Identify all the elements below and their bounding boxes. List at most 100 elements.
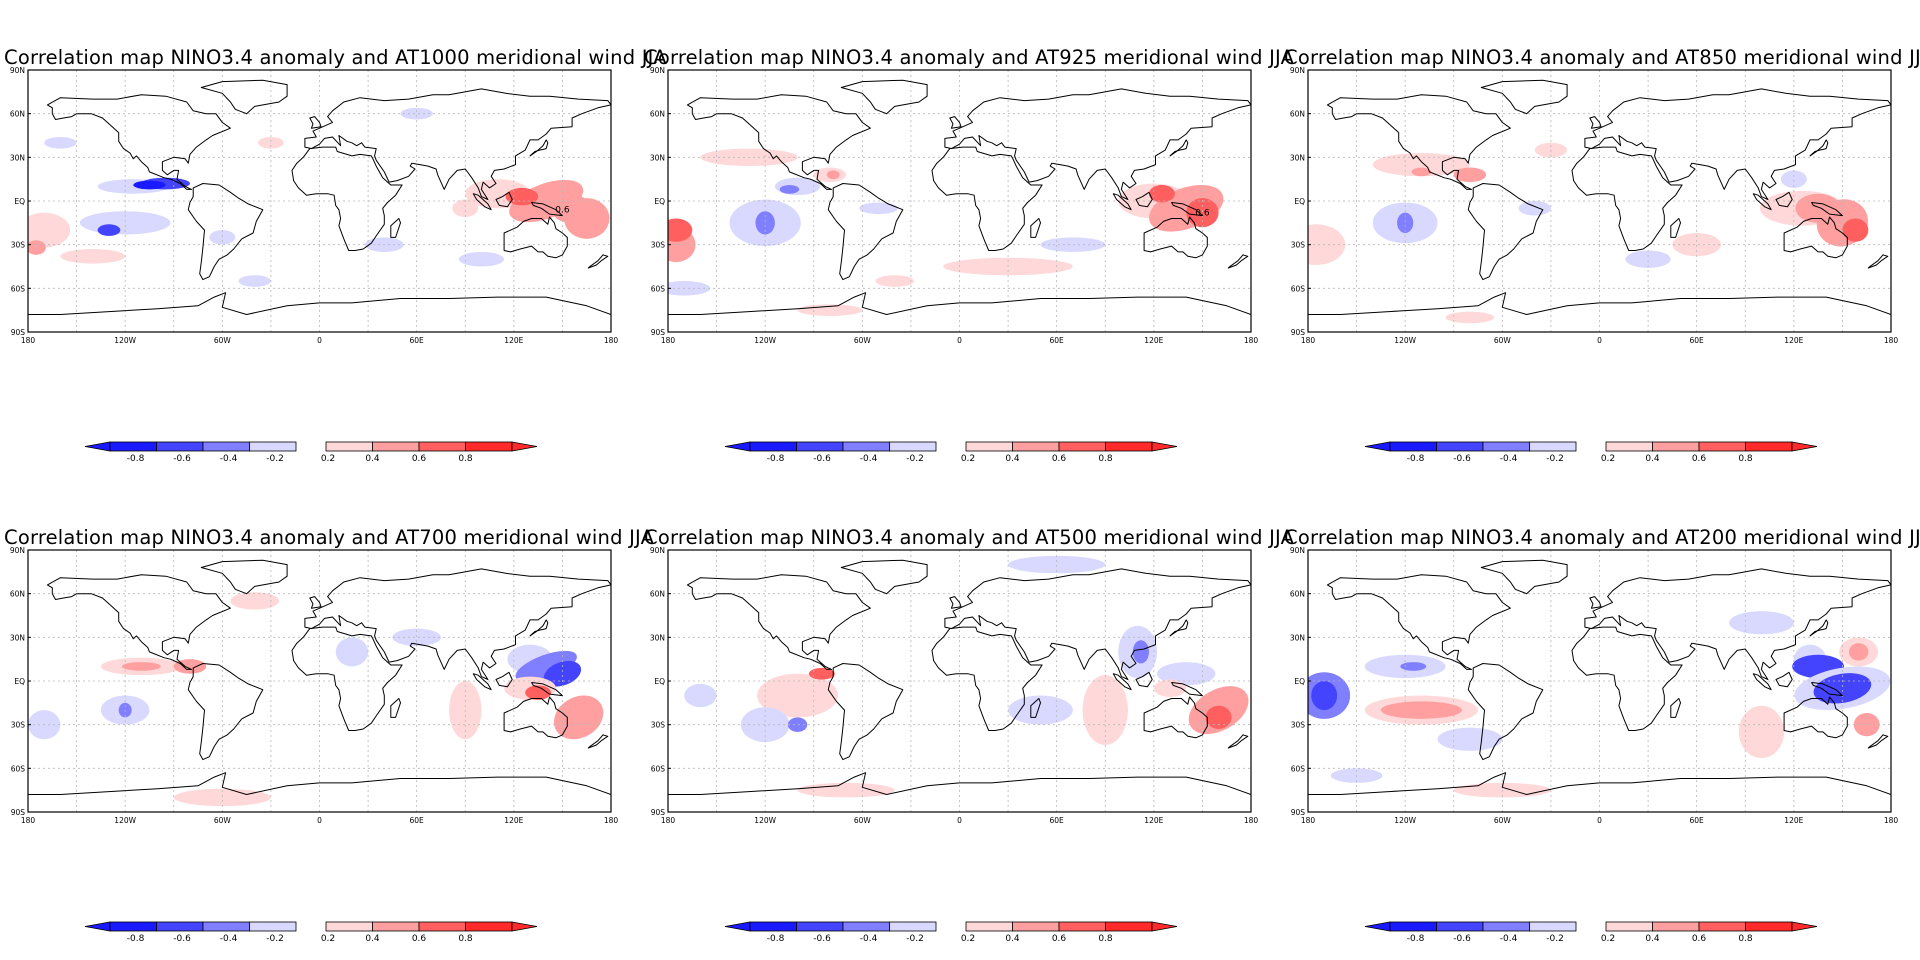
- positive-correlation-region: [797, 782, 895, 798]
- coastline: [1227, 254, 1249, 269]
- colorbar-swatch: [1482, 921, 1530, 932]
- coastline: [1752, 673, 1772, 691]
- latitude-tick-label: 30N: [10, 633, 25, 642]
- latitude-tick-label: 30N: [650, 153, 665, 162]
- colorbar-swatch: [249, 921, 297, 932]
- coastline: [587, 254, 609, 269]
- latitude-tick-label: 90N: [650, 546, 665, 555]
- longitude-tick-label: 60W: [1494, 336, 1512, 345]
- coastline: [1112, 673, 1132, 691]
- colorbar-tick-label: -0.4: [220, 934, 238, 944]
- positive-correlation-region: [1153, 679, 1187, 698]
- coastline: [1783, 216, 1848, 259]
- panel-at200: Correlation map NINO3.4 anomaly and AT20…: [1280, 480, 1920, 960]
- latitude-tick-label: 30N: [1290, 153, 1305, 162]
- colorbar-swatch: [249, 441, 297, 452]
- longitude-tick-label: 60E: [1050, 816, 1065, 825]
- coastline: [1809, 139, 1829, 157]
- latitude-tick-label: 90N: [10, 66, 25, 75]
- positive-correlation-region: [668, 218, 693, 242]
- colorbar: -0.8 -0.6 -0.4 -0.2 0.2 0.4 0.6 0.8: [1364, 441, 1818, 464]
- panel-at850: Correlation map NINO3.4 anomaly and AT85…: [1280, 0, 1920, 480]
- longitude-tick-label: 120W: [114, 336, 136, 345]
- latitude-tick-label: EQ: [654, 197, 665, 206]
- positive-correlation-region: [1380, 701, 1462, 719]
- negative-correlation-region: [787, 717, 808, 732]
- colorbar-swatch: [372, 441, 420, 452]
- latitude-tick-label: 30S: [1291, 721, 1306, 730]
- colorbar: -0.8 -0.6 -0.4 -0.2 0.2 0.4 0.6 0.8: [1364, 921, 1818, 944]
- colorbar-tick-label: 0.6: [412, 454, 427, 464]
- longitude-tick-label: 0: [317, 336, 322, 345]
- longitude-tick-label: 120W: [1394, 336, 1416, 345]
- coastline: [944, 88, 1251, 200]
- latitude-tick-label: 60S: [651, 764, 666, 773]
- longitude-tick-label: 60E: [410, 816, 425, 825]
- positive-correlation-region: [1848, 643, 1869, 661]
- coastline: [1670, 218, 1681, 238]
- coastline: [1589, 116, 1602, 129]
- coastline: [931, 146, 1043, 251]
- coastline: [503, 696, 568, 739]
- coastline: [949, 116, 962, 129]
- latitude-tick-label: 90S: [11, 328, 26, 337]
- coastline: [529, 139, 549, 157]
- negative-correlation-region: [400, 107, 433, 120]
- coastline: [1670, 698, 1681, 718]
- colorbar-tick-label: 0.2: [961, 934, 975, 944]
- colorbar-tick-label: -0.6: [173, 934, 191, 944]
- coastline: [1584, 568, 1891, 680]
- coastline: [1326, 94, 1511, 190]
- colorbar-tick-label: 0.4: [1645, 454, 1660, 464]
- negative-correlation-region: [1157, 662, 1216, 686]
- colorbar-tick-label: 0.8: [1738, 934, 1753, 944]
- colorbar-swatch: [842, 441, 890, 452]
- coastline: [309, 596, 322, 609]
- longitude-tick-label: 120E: [1144, 816, 1163, 825]
- longitude-tick-label: 120E: [504, 336, 523, 345]
- colorbar-swatch: [1698, 441, 1746, 452]
- colorbar-tick-label: -0.6: [173, 454, 191, 464]
- negative-correlation-region: [740, 707, 790, 743]
- panel-at1000: Correlation map NINO3.4 anomaly and AT10…: [0, 0, 667, 480]
- coastline: [1171, 682, 1203, 697]
- negative-correlation-region: [209, 230, 236, 245]
- latitude-tick-label: 60N: [650, 590, 665, 599]
- colorbar: -0.8 -0.6 -0.4 -0.2 0.2 0.4 0.6 0.8: [724, 441, 1178, 464]
- coastline: [1143, 696, 1208, 739]
- coastline: [1480, 79, 1568, 115]
- colorbar-tick-label: 0.4: [1005, 454, 1020, 464]
- longitude-tick-label: 120W: [754, 336, 776, 345]
- positive-correlation-region: [826, 170, 840, 180]
- colorbar-swatch: [796, 921, 844, 932]
- longitude-tick-label: 180: [604, 336, 619, 345]
- colorbar-swatch: [1058, 921, 1106, 932]
- colorbar-swatch: [372, 921, 420, 932]
- colorbar-tick-label: -0.2: [1546, 934, 1564, 944]
- latitude-tick-label: 60S: [11, 284, 26, 293]
- positive-correlation-region: [564, 198, 610, 239]
- negative-correlation-region: [458, 251, 505, 267]
- colorbar-tick-label: 0.8: [458, 454, 473, 464]
- coastline: [1783, 696, 1848, 739]
- negative-correlation-region: [133, 180, 166, 190]
- colorbar-tick-label: 0.6: [1052, 454, 1067, 464]
- coastline: [1584, 88, 1891, 200]
- colorbar-tick-label: -0.2: [266, 934, 284, 944]
- coastline: [840, 79, 928, 115]
- colorbar-tick-label: -0.6: [813, 934, 831, 944]
- longitude-tick-label: 120W: [1394, 816, 1416, 825]
- colorbar-swatch: [109, 921, 157, 932]
- latitude-tick-label: 90N: [1290, 66, 1305, 75]
- colorbar-swatch: [109, 441, 157, 452]
- panel-title: Correlation map NINO3.4 anomaly and AT50…: [644, 526, 1295, 549]
- longitude-tick-label: 120W: [114, 816, 136, 825]
- negative-correlation-region: [515, 650, 577, 683]
- coastline: [1143, 216, 1208, 259]
- colorbar-swatch: [418, 441, 466, 452]
- negative-correlation-region: [392, 628, 441, 647]
- longitude-tick-label: 180: [1884, 816, 1899, 825]
- longitude-tick-label: 60E: [1690, 336, 1705, 345]
